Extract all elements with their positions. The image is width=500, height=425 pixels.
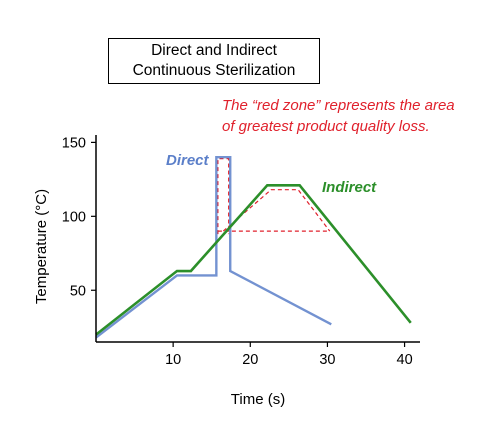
red-zone-group — [217, 158, 331, 235]
x-axis-label: Time (s) — [231, 391, 285, 408]
x-tick-label: 20 — [242, 352, 258, 368]
x-tick-label: 40 — [397, 352, 413, 368]
chart-title-box: Direct and Indirect Continuous Steriliza… — [108, 38, 320, 84]
y-axis-label: Temperature (°C) — [33, 189, 50, 304]
chart-title-line-2: Continuous Sterilization — [132, 62, 296, 79]
x-tick-label: 10 — [165, 352, 181, 368]
annotation-line-1: The “red zone” represents the area — [222, 97, 455, 114]
y-tick-label: 50 — [70, 283, 86, 299]
series-group — [95, 155, 412, 339]
y-tick-label: 150 — [62, 135, 86, 151]
series-line-indirect — [95, 183, 412, 336]
y-ticks-group: 50 100 150 — [62, 135, 96, 299]
x-ticks-group: 10 20 30 40 — [165, 342, 413, 368]
y-tick-label: 100 — [62, 209, 86, 225]
x-tick-label: 30 — [319, 352, 335, 368]
annotation-line-2: of greatest product quality loss. — [222, 118, 430, 135]
series-label-direct: Direct — [166, 152, 210, 169]
chart-title-line-1: Direct and Indirect — [151, 42, 277, 59]
red-zone-direct-outline — [217, 158, 230, 235]
red-zone-indirect-outline — [222, 189, 331, 232]
red-zone-annotation: The “red zone” represents the area of gr… — [222, 95, 492, 137]
series-label-indirect: Indirect — [322, 179, 377, 196]
series-line-direct — [95, 155, 332, 339]
